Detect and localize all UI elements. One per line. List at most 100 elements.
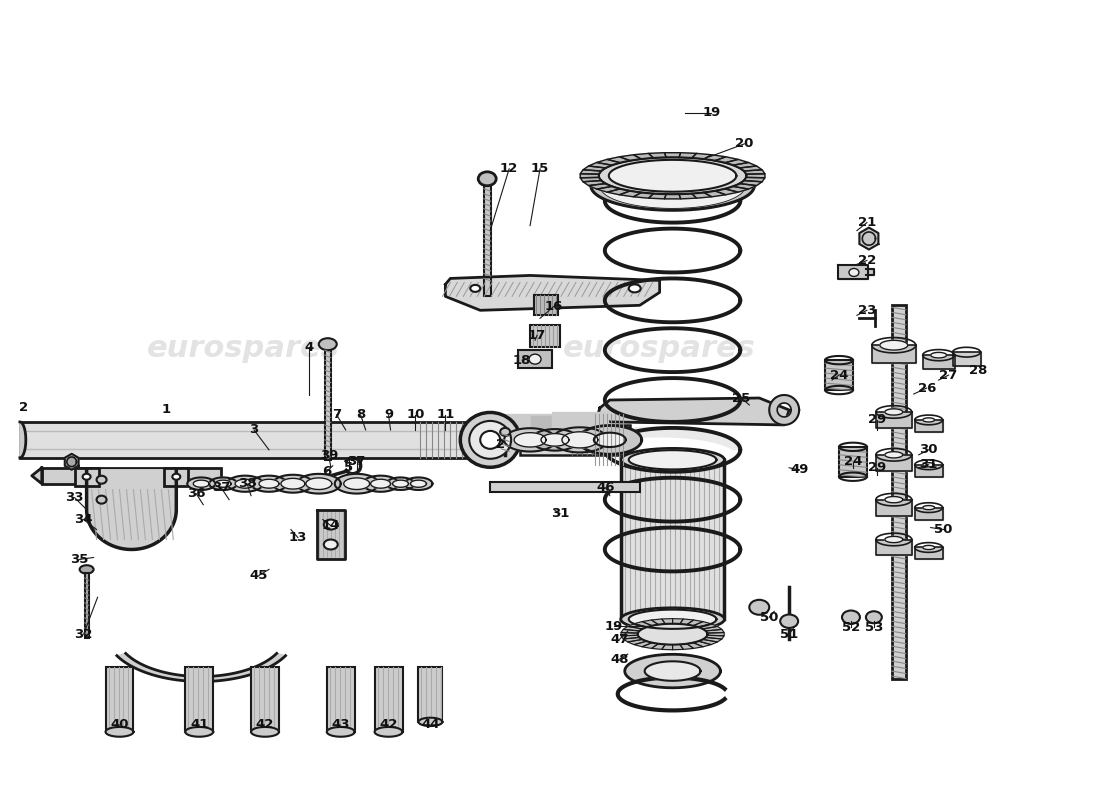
Polygon shape <box>725 159 748 166</box>
Polygon shape <box>915 420 943 432</box>
Text: 53: 53 <box>865 621 883 634</box>
Polygon shape <box>715 189 738 194</box>
Polygon shape <box>619 154 641 161</box>
Text: 47: 47 <box>610 633 629 646</box>
Polygon shape <box>915 547 943 559</box>
Polygon shape <box>838 266 868 279</box>
Text: 51: 51 <box>780 628 799 641</box>
Text: 23: 23 <box>858 304 876 317</box>
Polygon shape <box>20 422 25 458</box>
Polygon shape <box>87 470 176 550</box>
Polygon shape <box>504 414 556 442</box>
Bar <box>825 360 852 390</box>
Bar <box>375 667 403 732</box>
Polygon shape <box>733 183 757 189</box>
Text: 16: 16 <box>544 300 563 313</box>
Polygon shape <box>733 162 757 168</box>
Bar <box>535 295 558 315</box>
Polygon shape <box>651 619 666 625</box>
Text: 2: 2 <box>20 402 29 414</box>
Polygon shape <box>649 153 667 158</box>
Bar <box>530 326 560 347</box>
Text: 21: 21 <box>858 216 876 229</box>
Ellipse shape <box>470 421 512 458</box>
Polygon shape <box>679 153 696 158</box>
Polygon shape <box>371 479 390 488</box>
Polygon shape <box>504 428 556 451</box>
Text: 17: 17 <box>528 329 547 342</box>
Polygon shape <box>876 539 912 555</box>
Text: 31: 31 <box>551 507 569 520</box>
Polygon shape <box>514 433 546 447</box>
Polygon shape <box>880 340 907 350</box>
Polygon shape <box>594 433 626 447</box>
Polygon shape <box>703 626 722 631</box>
Bar <box>484 185 491 296</box>
Text: 24: 24 <box>829 369 848 382</box>
Polygon shape <box>251 727 279 737</box>
Ellipse shape <box>529 354 541 364</box>
Polygon shape <box>706 630 724 633</box>
Bar <box>251 667 279 732</box>
Text: eurospares: eurospares <box>146 334 340 362</box>
Text: 3: 3 <box>250 423 258 436</box>
Polygon shape <box>876 500 912 515</box>
Polygon shape <box>583 166 606 171</box>
Polygon shape <box>596 159 620 166</box>
Polygon shape <box>552 412 608 434</box>
Bar <box>164 468 188 486</box>
Bar <box>491 482 640 492</box>
Polygon shape <box>580 178 602 182</box>
Text: 32: 32 <box>75 628 92 641</box>
Polygon shape <box>591 162 755 210</box>
Text: 22: 22 <box>858 254 876 267</box>
Bar <box>892 306 905 679</box>
Polygon shape <box>739 181 762 186</box>
Polygon shape <box>698 624 717 629</box>
Polygon shape <box>698 639 717 645</box>
Polygon shape <box>65 454 78 470</box>
Bar <box>518 350 552 368</box>
Polygon shape <box>725 186 748 192</box>
Polygon shape <box>645 662 701 681</box>
Polygon shape <box>769 395 799 425</box>
Polygon shape <box>744 178 764 182</box>
Polygon shape <box>638 624 707 645</box>
Text: 49: 49 <box>790 463 808 476</box>
Polygon shape <box>629 610 716 629</box>
Polygon shape <box>235 479 255 488</box>
Text: 14: 14 <box>321 519 340 532</box>
Polygon shape <box>923 355 955 369</box>
Polygon shape <box>258 479 279 488</box>
Text: 44: 44 <box>421 718 440 731</box>
Polygon shape <box>418 718 442 726</box>
Ellipse shape <box>97 496 107 504</box>
Polygon shape <box>405 478 432 490</box>
Polygon shape <box>680 644 694 650</box>
Text: 30: 30 <box>920 443 938 456</box>
Polygon shape <box>187 478 216 490</box>
Polygon shape <box>634 641 652 646</box>
Text: 25: 25 <box>733 391 750 405</box>
Polygon shape <box>884 497 903 502</box>
Polygon shape <box>306 478 332 490</box>
Polygon shape <box>923 462 935 467</box>
Polygon shape <box>620 448 725 471</box>
Polygon shape <box>601 164 745 207</box>
Ellipse shape <box>82 474 90 480</box>
Polygon shape <box>216 480 231 487</box>
Polygon shape <box>672 645 683 650</box>
Polygon shape <box>334 474 378 494</box>
Polygon shape <box>876 455 912 470</box>
Polygon shape <box>680 619 694 625</box>
Polygon shape <box>704 154 726 161</box>
Polygon shape <box>662 618 672 624</box>
Text: 50: 50 <box>760 610 779 624</box>
Polygon shape <box>562 432 597 448</box>
Polygon shape <box>531 429 579 450</box>
Text: 13: 13 <box>288 531 307 544</box>
Text: 31: 31 <box>920 458 938 471</box>
Bar <box>327 667 354 732</box>
Ellipse shape <box>500 428 510 436</box>
Polygon shape <box>588 162 613 168</box>
